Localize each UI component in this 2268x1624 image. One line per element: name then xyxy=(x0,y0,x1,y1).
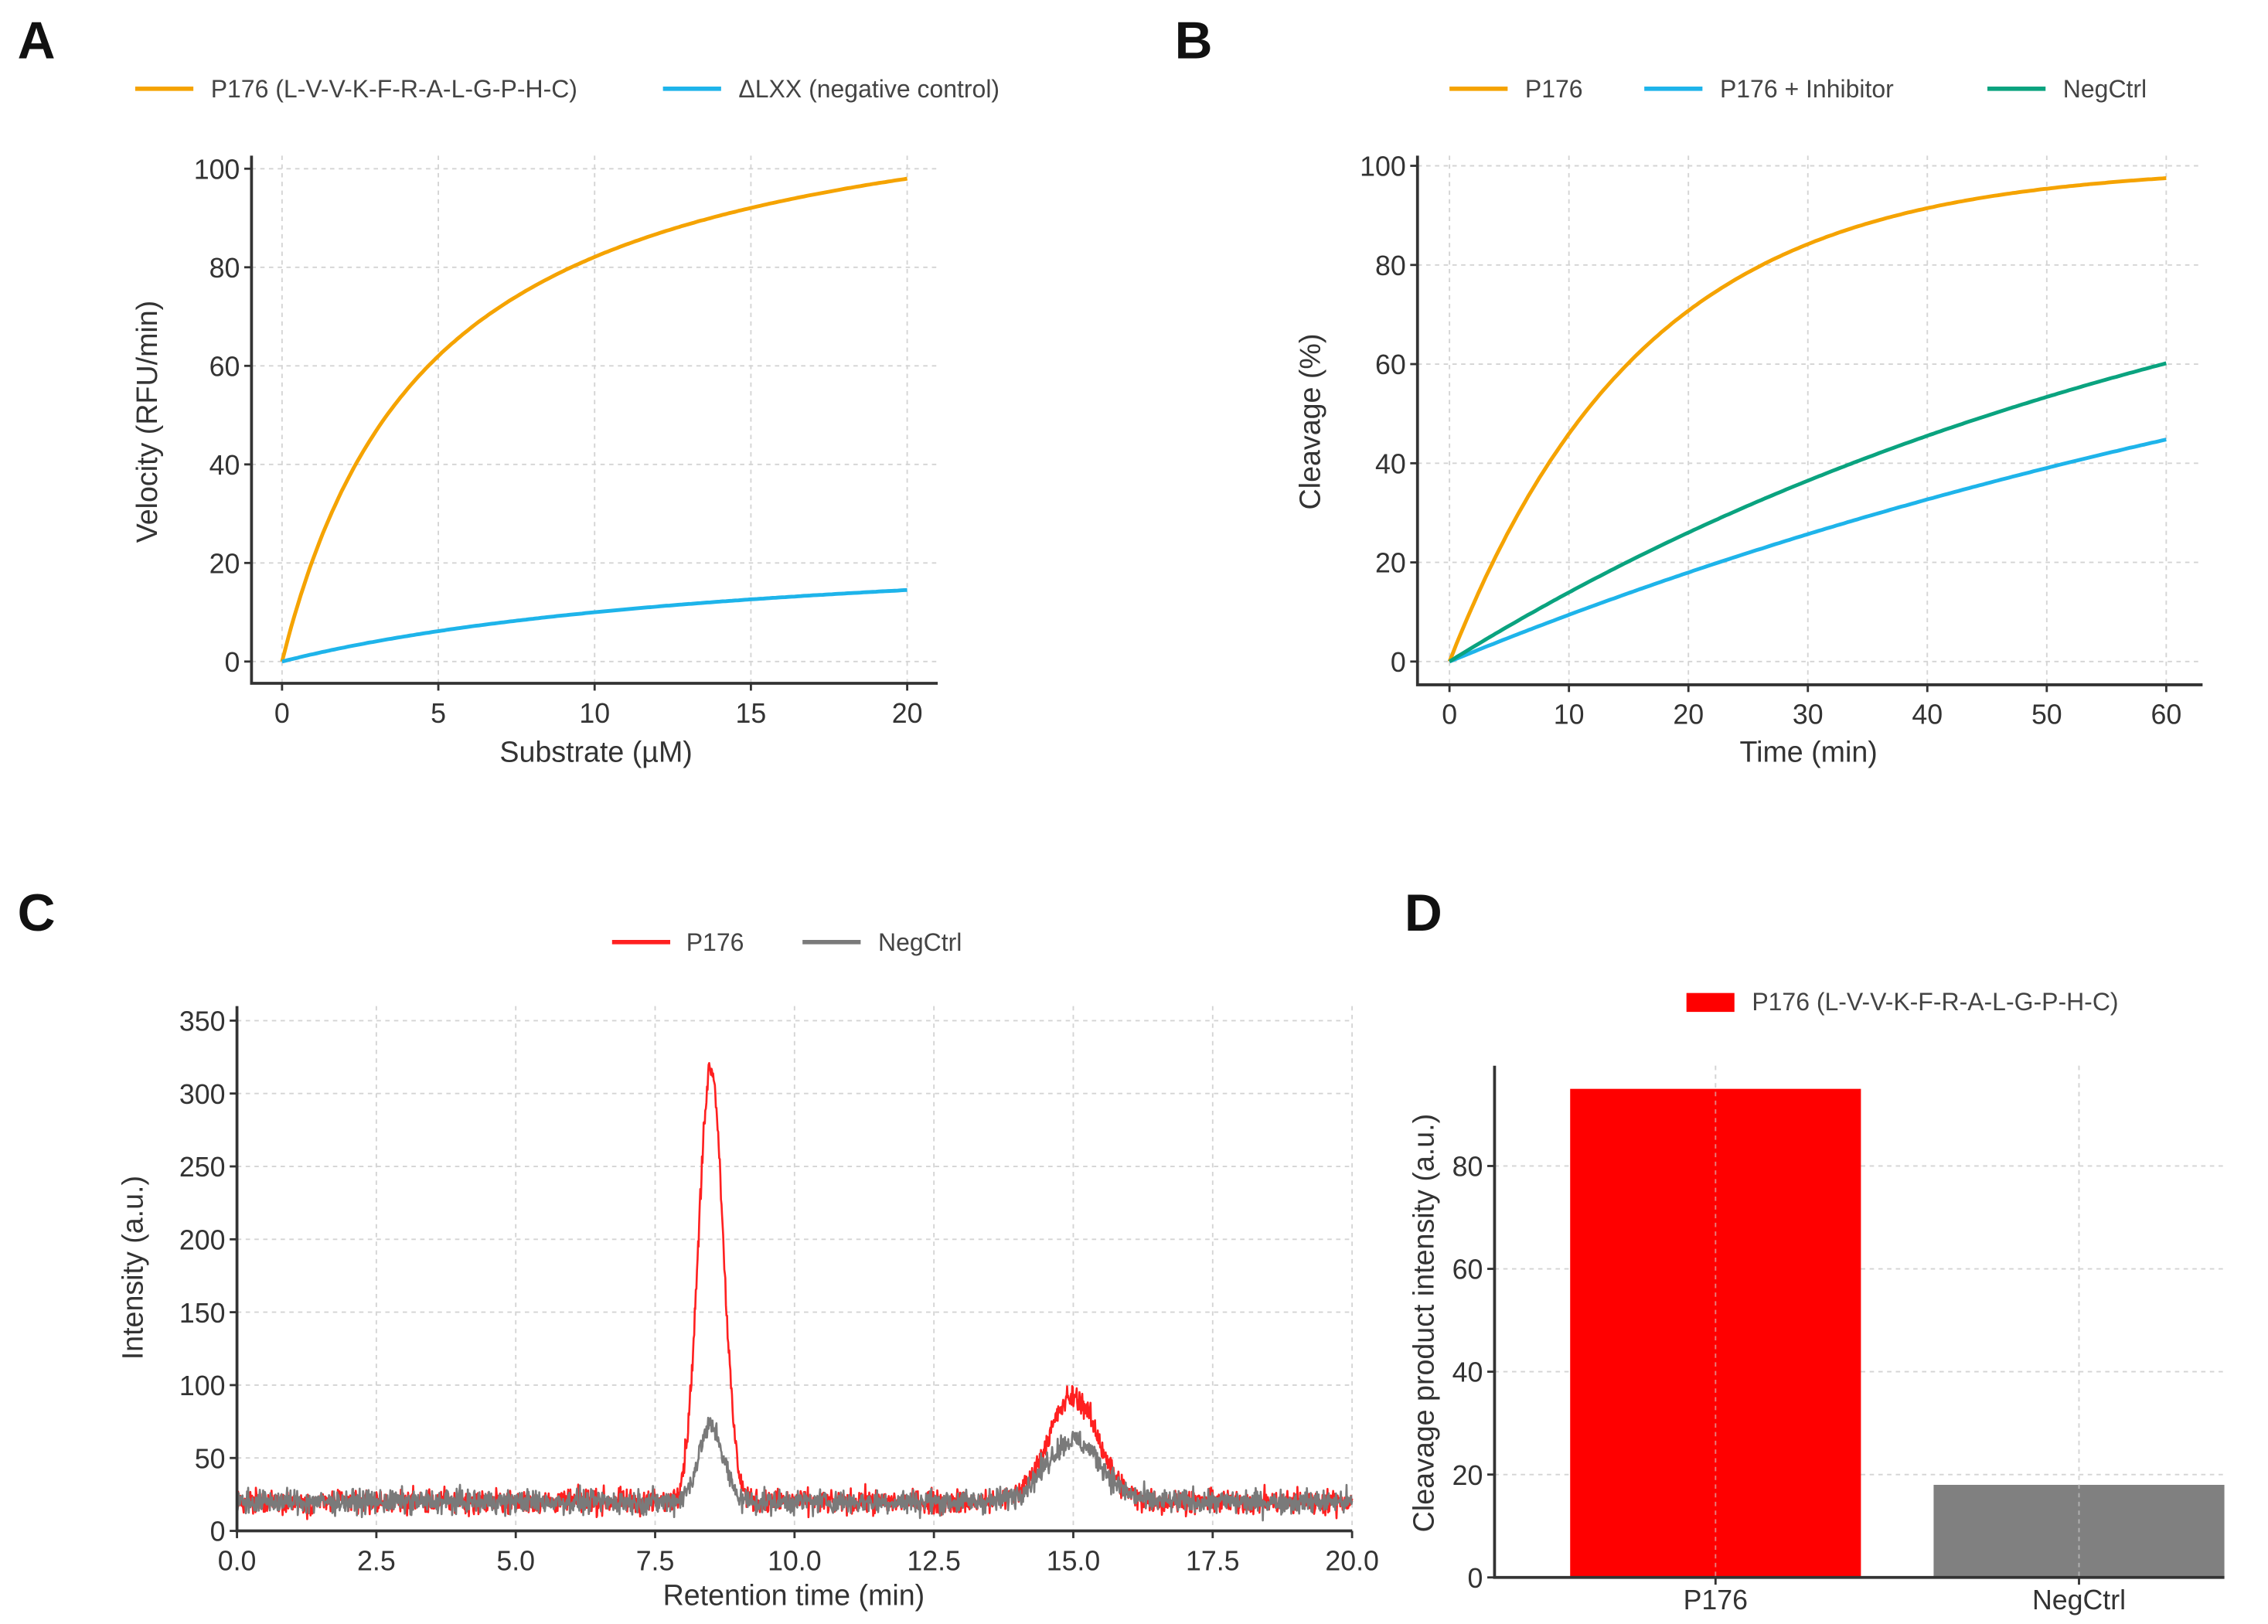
panel-B: B 0 20 40 60 80 100 0 10 20 30 40 50 60 P176 P176 + Inh… xyxy=(1175,12,2203,768)
x-tick-label: NegCtrl xyxy=(2032,1585,2126,1615)
x-axis-label: Substrate (µM) xyxy=(499,736,692,768)
y-tick-label: 80 xyxy=(209,253,240,284)
x-tick-label: 0 xyxy=(1442,700,1457,730)
series-line-1 xyxy=(236,1416,1354,1522)
panel-label: D xyxy=(1405,884,1442,942)
y-tick-label: 50 xyxy=(195,1443,226,1474)
y-tick-label: 150 xyxy=(179,1298,226,1329)
legend-label: P176 xyxy=(1525,75,1583,103)
x-tick-label: 5.0 xyxy=(496,1545,535,1576)
panel-C: C 0 50 100 150 200 250 300 350 0.0 2.5 5.0 7.5 10.0 12… xyxy=(18,884,1379,1612)
axes-spine xyxy=(1415,155,2203,686)
y-tick-label: 60 xyxy=(209,351,240,382)
x-tick-label: 60 xyxy=(2151,700,2181,730)
y-tick-label: 0 xyxy=(224,647,240,678)
x-tick-label: P176 xyxy=(1684,1585,1748,1615)
y-tick-label: 0 xyxy=(1468,1563,1483,1594)
y-tick-label: 20 xyxy=(1452,1460,1483,1491)
y-tick-label: 60 xyxy=(1375,349,1406,380)
series-line-1 xyxy=(1449,437,2167,664)
y-axis-label: Velocity (RFU/min) xyxy=(131,301,163,543)
y-tick-label: 40 xyxy=(209,450,240,481)
x-tick-label: 50 xyxy=(2031,700,2062,730)
y-axis-label: Cleavage (%) xyxy=(1294,334,1326,510)
series-line-0 xyxy=(280,176,908,662)
panel-D: D 0 20 40 60 80 P176 NegCtrl P176 (L-V-V-K-F-R-A… xyxy=(1405,884,2225,1615)
y-tick-label: 250 xyxy=(179,1152,226,1183)
y-axis-label: Cleavage product intensity (a.u.) xyxy=(1407,1114,1439,1532)
y-tick-label: 100 xyxy=(1360,152,1406,182)
y-tick-label: 200 xyxy=(179,1224,226,1255)
y-tick-label: 80 xyxy=(1452,1152,1483,1183)
x-tick-label: 2.5 xyxy=(357,1545,396,1576)
axes-spine xyxy=(1493,1065,2225,1579)
y-tick-label: 300 xyxy=(179,1079,226,1110)
series-line-2 xyxy=(1448,361,2168,663)
x-tick-label: 0 xyxy=(274,698,290,729)
x-tick-label: 20 xyxy=(1673,700,1704,730)
x-tick-label: 15.0 xyxy=(1047,1545,1101,1576)
x-tick-label: 10.0 xyxy=(768,1545,822,1576)
x-tick-label: 12.5 xyxy=(907,1545,961,1576)
legend-label: P176 (L-V-V-K-F-R-A-L-G-P-H-C) xyxy=(211,75,577,103)
x-tick-label: 30 xyxy=(1793,700,1824,730)
x-tick-label: 7.5 xyxy=(636,1545,675,1576)
x-tick-label: 10 xyxy=(1554,700,1585,730)
y-tick-label: 0 xyxy=(1391,647,1406,678)
x-tick-label: 0.0 xyxy=(218,1545,257,1576)
panel-label: A xyxy=(18,12,56,70)
y-tick-label: 60 xyxy=(1452,1255,1483,1285)
x-tick-label: 20.0 xyxy=(1325,1545,1379,1576)
y-tick-label: 20 xyxy=(209,548,240,579)
series-line-0 xyxy=(1447,176,2167,662)
y-tick-label: 0 xyxy=(210,1517,226,1547)
axes-spine xyxy=(235,1006,1353,1533)
x-axis-label: Retention time (min) xyxy=(663,1578,925,1611)
x-tick-label: 5 xyxy=(431,698,446,729)
axes-spine xyxy=(250,155,938,685)
legend-swatch xyxy=(1686,992,1735,1013)
panel-label: C xyxy=(18,884,56,942)
legend-label: NegCtrl xyxy=(878,928,962,956)
x-tick-label: 15 xyxy=(736,698,767,729)
y-tick-label: 100 xyxy=(194,154,240,185)
legend-label: P176 + Inhibitor xyxy=(1720,75,1894,103)
x-tick-label: 40 xyxy=(1912,700,1943,730)
legend-label: P176 xyxy=(686,928,744,956)
y-tick-label: 100 xyxy=(179,1370,226,1401)
y-tick-label: 80 xyxy=(1375,250,1406,281)
legend-label: ΔLXX (negative control) xyxy=(738,75,999,103)
y-axis-label: Intensity (a.u.) xyxy=(116,1176,148,1360)
x-tick-label: 10 xyxy=(579,698,610,729)
legend-label: NegCtrl xyxy=(2063,75,2147,103)
x-axis-label: Time (min) xyxy=(1740,736,1878,768)
y-tick-label: 40 xyxy=(1375,448,1406,479)
legend-label: P176 (L-V-V-K-F-R-A-L-G-P-H-C) xyxy=(1752,988,2118,1016)
x-tick-label: 20 xyxy=(892,698,923,729)
y-tick-label: 350 xyxy=(179,1006,226,1037)
x-tick-label: 17.5 xyxy=(1186,1545,1240,1576)
panel-A: A 0 20 40 60 80 100 0 5 10 15 20 P176 (L-V-V-K-F-R-A… xyxy=(18,12,1000,768)
y-tick-label: 20 xyxy=(1375,548,1406,579)
panel-label: B xyxy=(1175,12,1213,70)
series-line-1 xyxy=(281,587,908,664)
y-tick-label: 40 xyxy=(1452,1357,1483,1388)
